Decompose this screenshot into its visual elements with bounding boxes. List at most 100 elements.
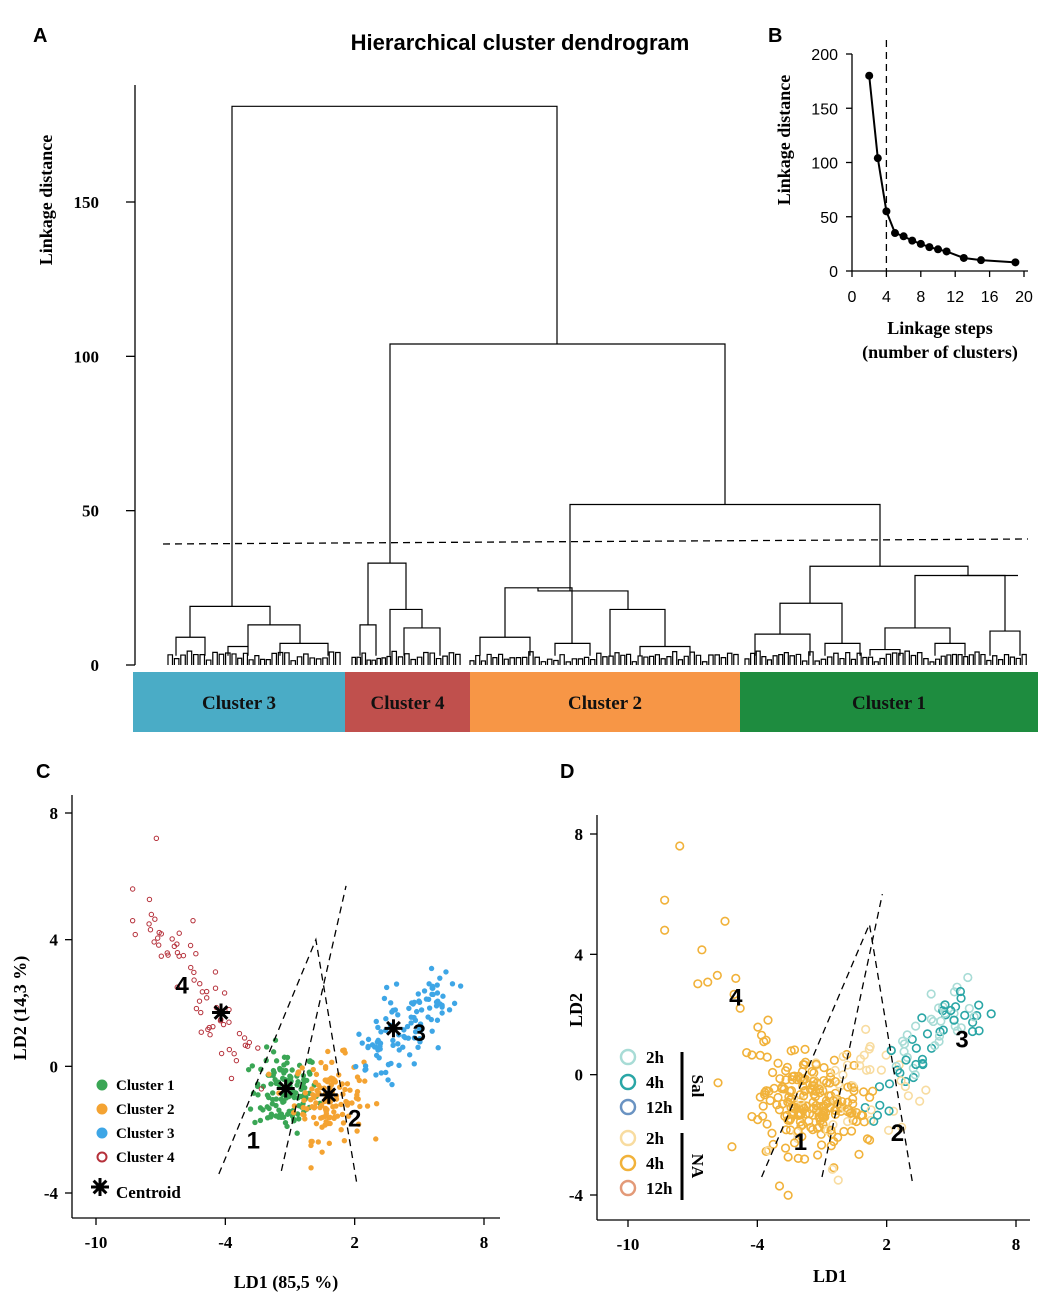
dendrogram-link	[609, 608, 666, 656]
c-point	[390, 1042, 396, 1049]
cluster-block-label: Cluster 2	[568, 693, 642, 714]
d-point	[814, 1084, 824, 1094]
d-point	[900, 1076, 911, 1087]
dendrogram-link	[789, 655, 795, 665]
dendrogram-link	[248, 659, 254, 665]
dendrogram-link	[989, 630, 1021, 656]
d-point	[851, 1107, 862, 1118]
c-point	[295, 1079, 301, 1085]
d-point	[777, 1084, 787, 1094]
dendrogram-link	[873, 661, 879, 665]
dendrogram-link	[1003, 654, 1010, 665]
c-point	[300, 1104, 306, 1111]
c-point	[313, 1120, 320, 1127]
c-point	[268, 1081, 274, 1087]
c-point	[220, 1021, 227, 1028]
c-point	[319, 1149, 325, 1155]
b-series-line	[868, 75, 1016, 264]
d-point	[780, 1143, 791, 1153]
c-point	[423, 996, 430, 1002]
d-point	[819, 1063, 829, 1073]
c-point	[249, 1063, 256, 1069]
d-boundaries	[761, 894, 914, 1184]
dendrogram-link	[479, 636, 531, 656]
c-point	[355, 1121, 362, 1127]
c-point	[385, 1077, 391, 1083]
c-point	[312, 1079, 319, 1085]
d-point	[855, 1054, 866, 1064]
dendrogram-link	[761, 655, 767, 665]
dendrogram-link	[546, 658, 553, 665]
d-point	[956, 993, 966, 1003]
b-point	[891, 229, 899, 238]
d-point	[940, 1000, 950, 1010]
c-point	[296, 1116, 302, 1122]
d-point	[828, 1096, 838, 1106]
c-point	[434, 1017, 441, 1023]
d-point	[902, 1030, 912, 1040]
c-point	[429, 1028, 435, 1034]
d-point	[756, 1030, 767, 1040]
dendrogram-link	[435, 657, 442, 665]
dendrogram-link	[315, 658, 322, 665]
d-legend-label: 2h	[646, 1048, 665, 1067]
d-point	[774, 1181, 785, 1191]
d-x-tick-label: -4	[750, 1235, 765, 1254]
c-legend-swatch	[96, 1103, 108, 1115]
c-point	[331, 1115, 337, 1122]
dendrogram-link	[614, 652, 620, 665]
c-point	[236, 1030, 243, 1037]
dendrogram-link	[869, 648, 901, 656]
c-centroid-marker	[321, 1087, 337, 1103]
c-point	[129, 917, 136, 924]
c-point	[330, 1104, 336, 1110]
c-point	[154, 935, 161, 941]
d-point	[794, 1110, 804, 1120]
dendrogram-link	[565, 661, 571, 665]
c-point	[301, 1097, 307, 1104]
c-point	[226, 1019, 232, 1025]
c-y-tick-label: 4	[50, 931, 59, 950]
dendrogram-link	[403, 627, 441, 656]
c-point	[375, 1037, 381, 1044]
c-point	[318, 1102, 325, 1109]
c-point	[309, 1086, 315, 1092]
dendrogram-link	[296, 656, 303, 665]
c-point	[310, 1066, 316, 1073]
dendrogram-link	[820, 658, 827, 665]
dendrogram-link	[359, 624, 377, 656]
c-point	[233, 1057, 240, 1064]
dendrogram-link	[879, 657, 885, 665]
d-point	[845, 1108, 855, 1118]
c-point	[404, 1023, 411, 1030]
c-point	[226, 1046, 233, 1053]
d-point	[796, 1121, 806, 1131]
d-point	[950, 1021, 960, 1031]
c-point	[434, 990, 441, 996]
d-legend: 2h 4h 12h 2h 4h 12h Sal NA	[619, 1048, 707, 1200]
b-y-tick-label: 100	[811, 156, 838, 173]
dendrogram-link	[755, 650, 761, 665]
c-legend: Cluster 1 Cluster 2 Cluster 3 Cluster 4 Cent…	[91, 1078, 181, 1202]
dendrogram-link	[386, 655, 392, 665]
d-point	[812, 1123, 822, 1133]
dendrogram-link	[963, 656, 969, 665]
c-point	[362, 1067, 368, 1073]
d-point	[753, 1022, 763, 1032]
d-point	[865, 1041, 875, 1052]
c-point	[176, 930, 182, 936]
d-point	[826, 1141, 836, 1151]
d-point	[911, 1043, 921, 1053]
c-legend-label: Cluster 2	[116, 1102, 174, 1118]
dendrogram-link	[649, 655, 655, 665]
d-point	[967, 1026, 978, 1037]
dendrogram-link	[227, 645, 249, 656]
c-point	[326, 1115, 332, 1121]
d-point	[926, 1014, 936, 1024]
c-point	[152, 916, 158, 922]
c-point	[356, 1031, 362, 1037]
d-point	[826, 1125, 836, 1135]
cluster-block-label: Cluster 3	[202, 693, 276, 714]
d-point	[974, 1000, 984, 1010]
